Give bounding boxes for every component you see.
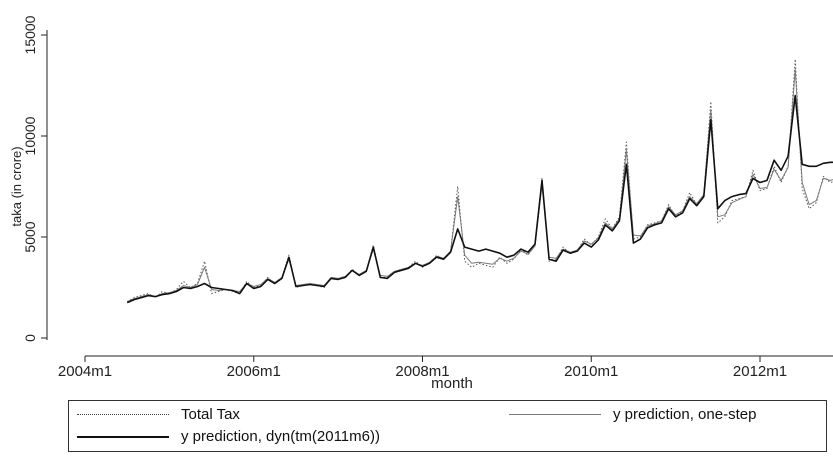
- legend-item-dynamic: y prediction, dyn(tm(2011m6)): [77, 428, 380, 445]
- legend-swatch-thin: [509, 414, 601, 415]
- legend-label: y prediction, dyn(tm(2011m6)): [181, 428, 380, 445]
- legend-swatch-thick: [77, 435, 169, 438]
- x-tick-label: 2004m1: [58, 363, 112, 380]
- legend-item-total-tax: Total Tax: [77, 406, 240, 423]
- legend-swatch-dotted: [77, 414, 169, 415]
- x-tick-label: 2012m1: [733, 363, 787, 380]
- axes: 0 5000 10000 15000 taka (in crore) 2004m1 2006…: [9, 15, 833, 392]
- legend-label: y prediction, one-step: [613, 406, 757, 423]
- series-line-3: [126, 94, 833, 304]
- x-tick-label: 2008m1: [395, 363, 449, 380]
- y-tick-label: 10000: [22, 116, 38, 155]
- x-tick-label: 2010m1: [564, 363, 618, 380]
- y-axis-title: taka (in crore): [9, 146, 24, 226]
- series-line-2: [127, 68, 833, 303]
- legend-item-one-step: y prediction, one-step: [509, 406, 756, 423]
- x-tick-label: 2006m1: [227, 363, 281, 380]
- x-axis-title: month: [431, 375, 473, 392]
- legend-label: Total Tax: [181, 406, 240, 423]
- y-tick-label: 15000: [22, 15, 38, 54]
- y-tick-label: 5000: [22, 221, 38, 252]
- legend: Total Tax y prediction, one-step y predi…: [68, 400, 827, 452]
- plot-lines: [126, 58, 833, 304]
- y-tick-label: 0: [22, 334, 38, 342]
- series-line-1: [126, 58, 833, 303]
